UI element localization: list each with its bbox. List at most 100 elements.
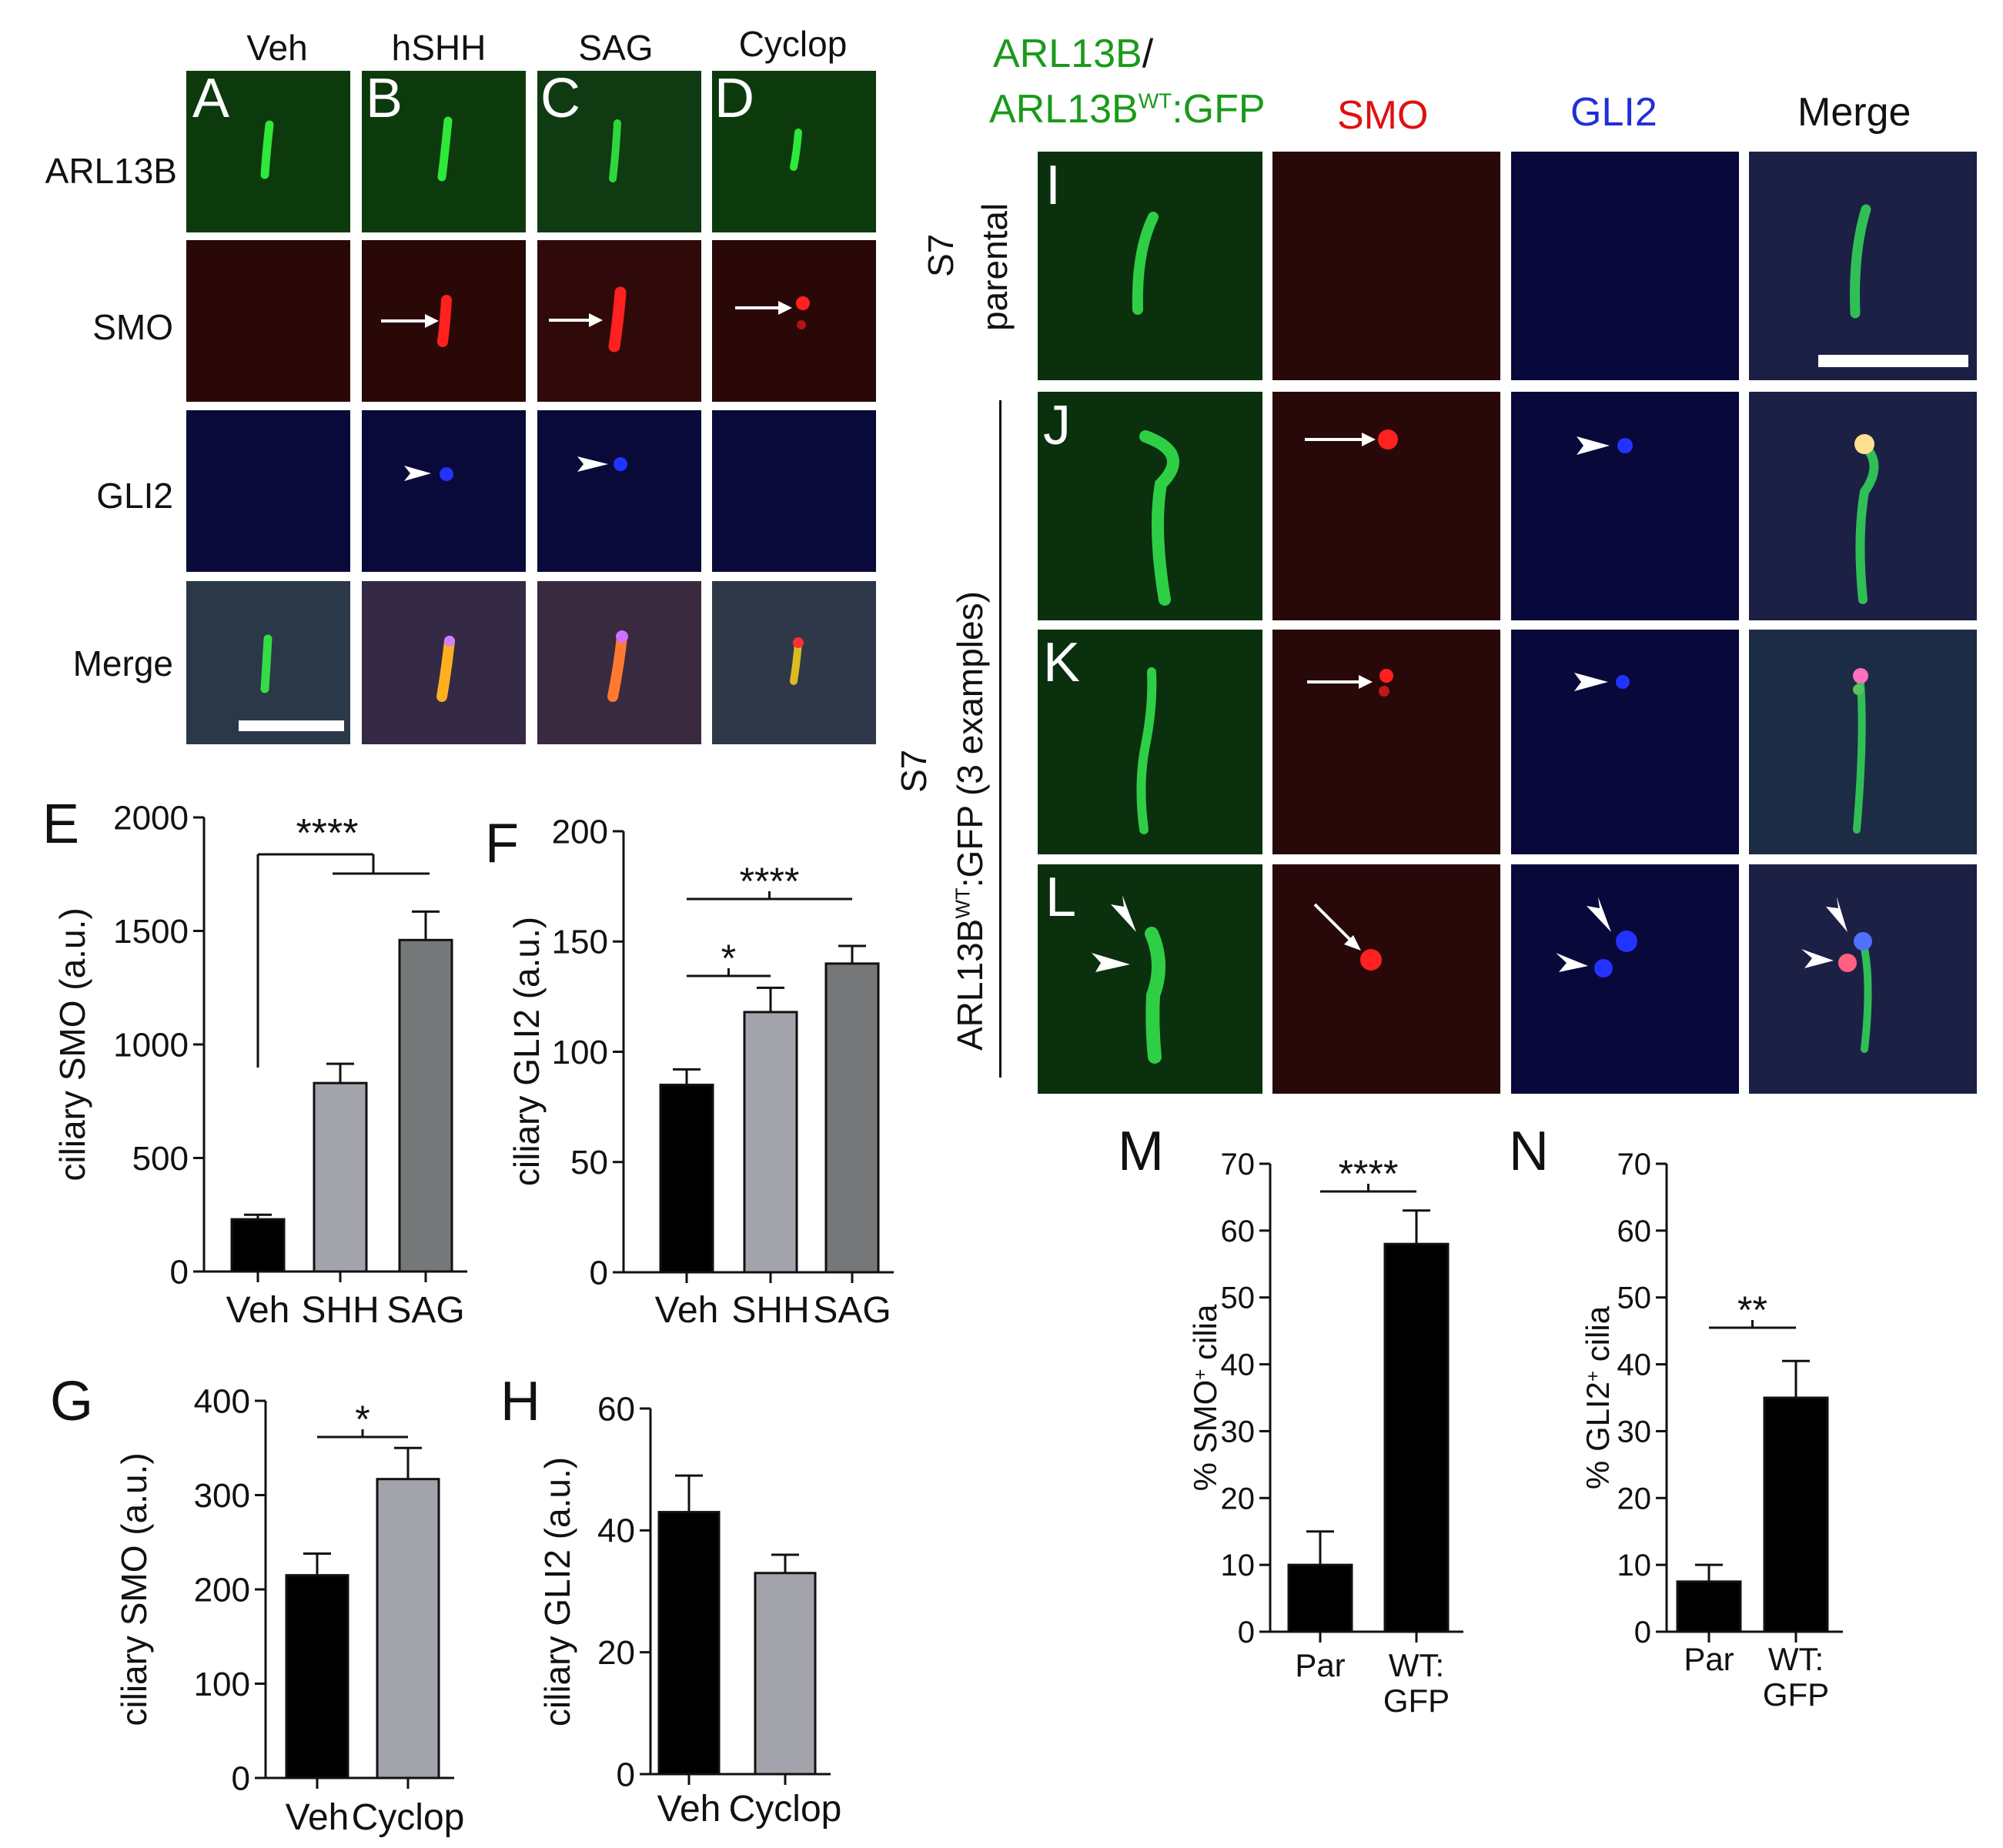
micrograph-c-gli2	[537, 410, 701, 572]
micrograph-b-smo	[362, 240, 526, 402]
y-tick-label-M-2: 20	[1221, 1482, 1256, 1515]
y-tick-label-M-7: 70	[1221, 1148, 1256, 1181]
micrograph-k-gli2	[1511, 630, 1739, 854]
row-label-s7-parental-2: parental	[975, 202, 1015, 331]
panel-letter-j: J	[1043, 395, 1071, 456]
category-label-E-1-0: SHH	[301, 1290, 379, 1331]
row-label-gli2: GLI2	[96, 476, 173, 516]
y-axis-label-main-N: % GLI2	[1580, 1382, 1616, 1489]
micrograph-l-gli2	[1511, 864, 1739, 1094]
category-label-E-0-0: Veh	[226, 1290, 290, 1331]
y-axis-label-end-M: cilia	[1187, 1304, 1223, 1369]
category-label-F-0-0: Veh	[655, 1290, 719, 1331]
y-tick-label-F-0: 0	[590, 1254, 608, 1292]
y-tick-label-N-4: 40	[1617, 1348, 1652, 1382]
y-tick-label-M-4: 40	[1221, 1348, 1256, 1382]
chart-m: 0 10 20 30 40 50 60 70 % SMO+ cilia Par WT:GFP ****	[1187, 1148, 1463, 1719]
bar-F-1	[743, 1011, 798, 1274]
micrograph-c-smo	[537, 240, 701, 402]
micrograph-j-merge	[1749, 392, 1977, 620]
y-tick-label-N-3: 30	[1617, 1415, 1652, 1449]
gfp-row-a: ARL13B	[950, 918, 990, 1051]
col-label-veh: Veh	[246, 28, 308, 68]
y-tick-label-N-6: 60	[1617, 1215, 1652, 1248]
bar-N-0	[1676, 1580, 1742, 1633]
category-label-M-0-0: Par	[1295, 1647, 1345, 1683]
category-label-N-0-0: Par	[1684, 1641, 1734, 1677]
y-tick-label-N-5: 50	[1617, 1282, 1652, 1315]
row-label-smo: SMO	[92, 307, 173, 347]
category-label-H-1-0: Cyclop	[729, 1789, 842, 1830]
y-tick-label-E-3: 1500	[113, 913, 189, 951]
y-axis-label-E: ciliary SMO (a.u.)	[52, 907, 92, 1181]
y-axis-label-N: % GLI2+ cilia	[1580, 1305, 1616, 1489]
micrograph-d-smo	[712, 240, 876, 402]
micrograph-d-gli2	[712, 410, 876, 572]
chart-f: 0 50 100 150 200 ciliary GLI2 (a.u.) Veh SHH SAG…	[507, 813, 894, 1331]
y-tick-label-G-0: 0	[232, 1759, 250, 1797]
sig-label-G-0: *	[355, 1398, 370, 1441]
panel-letter-i: I	[1045, 155, 1062, 216]
category-label-H-0-0: Veh	[657, 1789, 721, 1830]
y-tick-label-H-3: 60	[597, 1390, 635, 1428]
micrograph-j-smo	[1272, 392, 1500, 620]
col-label-cyclop: Cyclop	[738, 24, 848, 64]
bar-H-0	[657, 1511, 721, 1776]
micrograph-j-gli2	[1511, 392, 1739, 620]
gfp-row-sup: WT	[951, 887, 975, 919]
panel-letter-e: E	[42, 794, 80, 855]
row-label-arl13b: ARL13B	[45, 151, 177, 191]
micrograph-b-gli2	[362, 410, 526, 572]
chart-g: 0 100 200 300 400 ciliary SMO (a.u.) Veh Cyclop…	[114, 1382, 465, 1838]
micrograph-c-merge	[537, 581, 701, 744]
y-tick-label-M-1: 10	[1221, 1549, 1256, 1582]
green-label-line1: ARL13B	[993, 32, 1142, 76]
micrograph-b-merge	[362, 581, 526, 744]
panel-letter-n: N	[1509, 1121, 1549, 1182]
y-tick-label-M-0: 0	[1238, 1616, 1255, 1649]
y-tick-label-M-3: 30	[1221, 1415, 1256, 1449]
micrograph-d-arl13b	[712, 71, 876, 232]
category-label-N-1-1: GFP	[1763, 1676, 1829, 1713]
gfp-row-b: :GFP (3 examples)	[950, 591, 990, 888]
panel-letter-g: G	[50, 1371, 94, 1432]
bar-M-1	[1383, 1242, 1450, 1633]
y-tick-label-E-4: 2000	[113, 799, 189, 837]
green-label-slash: /	[1142, 32, 1154, 76]
bar-E-2	[398, 938, 453, 1273]
category-label-N-1-0: WT:	[1768, 1641, 1824, 1677]
micrograph-a-gli2	[186, 410, 350, 572]
y-tick-label-E-1: 500	[132, 1140, 189, 1178]
y-tick-label-E-2: 1000	[113, 1026, 189, 1064]
category-label-G-1-0: Cyclop	[352, 1797, 465, 1838]
y-tick-label-H-2: 40	[597, 1512, 635, 1550]
y-tick-label-H-1: 20	[597, 1634, 635, 1672]
y-axis-label-sup-N: +	[1583, 1371, 1603, 1382]
micrograph-a-smo	[186, 240, 350, 402]
row-group-bracket	[999, 400, 1002, 1078]
bar-G-0	[285, 1574, 349, 1779]
micrograph-i-smo	[1272, 152, 1500, 380]
green-label-sup: WT	[1138, 89, 1172, 113]
y-tick-label-N-0: 0	[1634, 1616, 1651, 1649]
sig-label-F-0: *	[721, 937, 736, 980]
bar-E-1	[313, 1081, 368, 1273]
row-label-s7-gfp-2: ARL13BWT:GFP (3 examples)	[949, 591, 991, 1051]
bar-G-1	[376, 1478, 440, 1779]
bar-M-0	[1287, 1563, 1353, 1633]
col-label-green: ARL13B/	[993, 31, 1153, 77]
bar-F-0	[659, 1083, 714, 1274]
y-tick-label-M-6: 60	[1221, 1215, 1256, 1248]
chart-n: 0 10 20 30 40 50 60 70 % GLI2+ cilia Par WT:GFP **	[1580, 1148, 1843, 1713]
col-label-gli2-right: GLI2	[1570, 90, 1657, 135]
micrograph-d-merge	[712, 581, 876, 744]
micrograph-l-merge	[1749, 864, 1977, 1094]
micrograph-k-smo	[1272, 630, 1500, 854]
y-tick-label-G-1: 100	[194, 1666, 250, 1703]
category-label-F-2-0: SAG	[813, 1290, 891, 1331]
y-tick-label-F-3: 150	[552, 924, 608, 961]
chart-e: 0 500 1000 1500 2000 ciliary SMO (a.u.) Veh SHH…	[52, 799, 467, 1331]
row-label-s7-parental-1: S7	[921, 233, 961, 277]
micrograph-i-merge	[1749, 152, 1977, 380]
micrograph-l-smo	[1272, 864, 1500, 1094]
